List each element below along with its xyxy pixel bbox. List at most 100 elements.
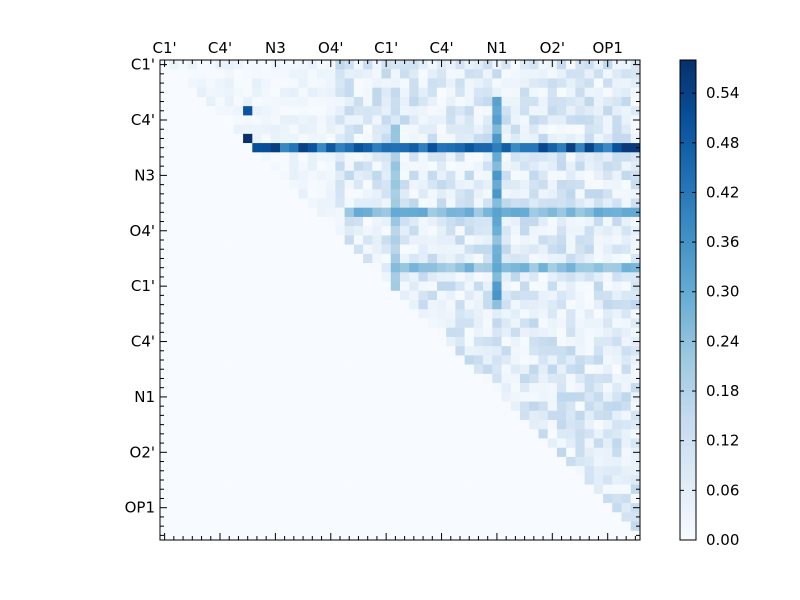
heatmap-cell: [261, 161, 272, 172]
heatmap-cell: [566, 69, 576, 79]
heatmap-cell: [501, 447, 512, 458]
y-tick-label: O4': [130, 222, 155, 240]
heatmap-cell: [316, 281, 327, 292]
heatmap-cell: [612, 152, 622, 162]
heatmap-cell: [196, 133, 207, 144]
heatmap-cell: [427, 309, 438, 319]
heatmap-cell: [547, 189, 558, 199]
heatmap-cell: [446, 429, 456, 439]
heatmap-cell: [575, 466, 585, 476]
heatmap-cell: [492, 180, 502, 190]
heatmap-cell: [492, 429, 502, 439]
heatmap-cell: [169, 180, 179, 190]
heatmap-cell: [215, 447, 225, 458]
heatmap-cell: [529, 198, 539, 208]
heatmap-cell: [409, 512, 419, 522]
heatmap-cell: [584, 263, 595, 273]
heatmap-cell: [584, 429, 595, 439]
heatmap-cell: [483, 87, 493, 98]
heatmap-cell: [400, 170, 410, 181]
heatmap-cell: [556, 466, 567, 476]
heatmap-cell: [510, 429, 521, 439]
heatmap-cell: [372, 115, 382, 125]
heatmap-cell: [206, 429, 216, 439]
heatmap-cell: [473, 78, 484, 88]
heatmap-cell: [261, 392, 272, 402]
heatmap-cell: [381, 475, 392, 485]
heatmap-cell: [566, 410, 576, 421]
heatmap-cell: [409, 475, 419, 485]
heatmap-cell: [289, 124, 299, 135]
heatmap-cell: [520, 364, 530, 375]
heatmap-cell: [280, 207, 290, 218]
heatmap-cell: [233, 364, 244, 375]
heatmap-cell: [326, 484, 336, 495]
heatmap-cell: [593, 253, 604, 264]
heatmap-cell: [261, 170, 272, 181]
heatmap-cell: [418, 336, 428, 347]
heatmap-cell: [335, 106, 345, 116]
heatmap-cell: [196, 207, 207, 218]
heatmap-cell: [473, 447, 484, 458]
heatmap-cell: [529, 235, 539, 245]
heatmap-cell: [483, 373, 493, 384]
heatmap-cell: [187, 429, 198, 439]
heatmap-cell: [464, 364, 475, 375]
heatmap-cell: [409, 521, 419, 532]
colorbar-tick-label: 0.12: [706, 432, 739, 450]
heatmap-cell: [520, 383, 530, 393]
heatmap-cell: [169, 300, 179, 310]
heatmap-cell: [298, 133, 308, 144]
heatmap-cell: [556, 447, 567, 458]
heatmap-cell: [307, 373, 318, 384]
heatmap-cell: [298, 401, 308, 412]
heatmap-cell: [270, 69, 281, 79]
heatmap-cell: [233, 300, 244, 310]
heatmap-cell: [492, 456, 502, 467]
heatmap-cell: [298, 438, 308, 448]
heatmap-cell: [584, 364, 595, 375]
heatmap-cell: [492, 447, 502, 458]
heatmap-cell: [593, 161, 604, 172]
heatmap-cell: [446, 198, 456, 208]
heatmap-cell: [520, 143, 530, 153]
heatmap-cell: [160, 420, 170, 430]
heatmap-cell: [529, 373, 539, 384]
heatmap-cell: [261, 115, 272, 125]
heatmap-cell: [363, 327, 373, 338]
heatmap-cell: [427, 290, 438, 301]
heatmap-cell: [593, 530, 604, 541]
heatmap-cell: [446, 521, 456, 532]
x-tick-label: C1': [153, 39, 177, 57]
heatmap-cell: [584, 78, 595, 88]
heatmap-cell: [427, 263, 438, 273]
heatmap-cell: [353, 447, 364, 458]
heatmap-cell: [400, 420, 410, 430]
heatmap-cell: [316, 336, 327, 347]
heatmap-cell: [630, 133, 641, 144]
heatmap-cell: [381, 143, 392, 153]
heatmap-cell: [510, 438, 521, 448]
heatmap-cell: [630, 198, 641, 208]
heatmap-cell: [529, 216, 539, 227]
heatmap-cell: [169, 226, 179, 236]
heatmap-cell: [372, 226, 382, 236]
heatmap-cell: [326, 152, 336, 162]
heatmap-cell: [252, 253, 262, 264]
heatmap-cell: [575, 161, 585, 172]
heatmap-cell: [473, 484, 484, 495]
heatmap-cell: [298, 290, 308, 301]
heatmap-cell: [187, 189, 198, 199]
heatmap-cell: [344, 503, 355, 513]
heatmap-cell: [252, 152, 262, 162]
heatmap-cell: [252, 300, 262, 310]
heatmap-cell: [529, 456, 539, 467]
heatmap-cell: [353, 69, 364, 79]
heatmap-cell: [566, 355, 576, 365]
heatmap-cell: [556, 96, 567, 107]
heatmap-cell: [178, 447, 188, 458]
heatmap-cell: [353, 106, 364, 116]
heatmap-cell: [603, 336, 613, 347]
heatmap-cell: [584, 87, 595, 98]
heatmap-cell: [187, 124, 198, 135]
